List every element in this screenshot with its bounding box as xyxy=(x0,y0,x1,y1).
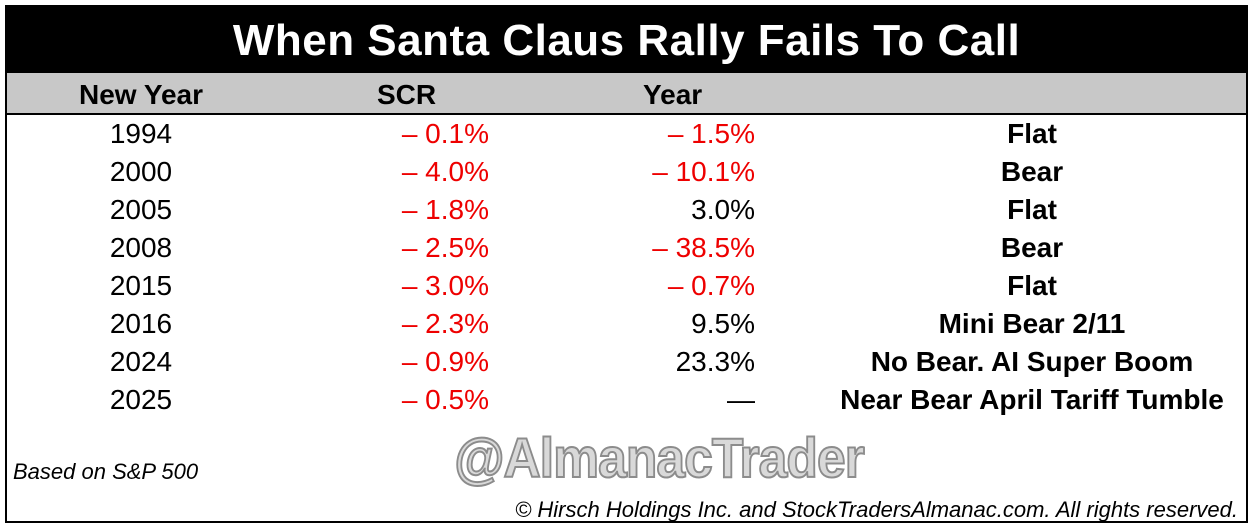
cell-year-change: — xyxy=(727,384,755,415)
cell-new-year: 2008 xyxy=(109,232,173,263)
cell-new-year: 2016 xyxy=(109,308,173,339)
chart-frame: When Santa Claus Rally Fails To Call New… xyxy=(5,5,1248,523)
cell-new-year: 2024 xyxy=(109,346,173,377)
cell-market-note: Mini Bear 2/11 xyxy=(938,308,1126,339)
table-row: 2025 – 0.5% — Near Bear April Tariff Tumble xyxy=(7,381,1246,419)
table-row: 2008 – 2.5% – 38.5% Bear xyxy=(7,229,1246,267)
cell-market-note: Flat xyxy=(1007,194,1057,225)
cell-scr: – 0.9% xyxy=(401,346,489,377)
table-row: 2016 – 2.3% 9.5% Mini Bear 2/11 xyxy=(7,305,1246,343)
table-row: 2005 – 1.8% 3.0% Flat xyxy=(7,191,1246,229)
table-row: 2015 – 3.0% – 0.7% Flat xyxy=(7,267,1246,305)
chart-title: When Santa Claus Rally Fails To Call xyxy=(7,7,1246,73)
column-header-year: Year xyxy=(643,79,703,110)
table-header: New Year SCR Year xyxy=(7,73,1246,115)
cell-scr: – 2.3% xyxy=(401,308,489,339)
cell-market-note: No Bear. AI Super Boom xyxy=(870,346,1194,377)
cell-new-year: 2000 xyxy=(109,156,173,187)
table-row: 2000 – 4.0% – 10.1% Bear xyxy=(7,153,1246,191)
cell-year-change: – 10.1% xyxy=(652,156,755,187)
cell-scr: – 0.5% xyxy=(401,384,489,415)
cell-new-year: 2005 xyxy=(109,194,173,225)
cell-scr: – 3.0% xyxy=(401,270,489,301)
column-header-scr: SCR xyxy=(377,79,437,110)
cell-year-change: 3.0% xyxy=(691,194,755,225)
copyright-notice: © Hirsch Holdings Inc. and StockTradersA… xyxy=(515,497,1238,522)
cell-scr: – 2.5% xyxy=(401,232,489,263)
cell-new-year: 2015 xyxy=(109,270,173,301)
footnote: Based on S&P 500 xyxy=(13,459,199,484)
cell-new-year: 1994 xyxy=(109,118,173,149)
cell-market-note: Flat xyxy=(1007,270,1057,301)
cell-year-change: 23.3% xyxy=(675,346,755,377)
cell-year-change: – 1.5% xyxy=(667,118,755,149)
cell-scr: – 4.0% xyxy=(401,156,489,187)
table-row: 1994 – 0.1% – 1.5% Flat xyxy=(7,115,1246,153)
cell-market-note: Bear xyxy=(1000,232,1064,263)
table-row: 2024 – 0.9% 23.3% No Bear. AI Super Boom xyxy=(7,343,1246,381)
cell-year-change: 9.5% xyxy=(691,308,755,339)
cell-scr: – 1.8% xyxy=(401,194,489,225)
cell-new-year: 2025 xyxy=(109,384,173,415)
column-header-new-year: New Year xyxy=(78,79,204,110)
cell-market-note: Bear xyxy=(1000,156,1064,187)
cell-scr: – 0.1% xyxy=(401,118,489,149)
watermark-logo: @AlmanacTrader xyxy=(453,425,865,490)
cell-market-note: Near Bear April Tariff Tumble xyxy=(840,384,1224,415)
cell-market-note: Flat xyxy=(1007,118,1057,149)
cell-year-change: – 38.5% xyxy=(652,232,755,263)
cell-year-change: – 0.7% xyxy=(667,270,755,301)
